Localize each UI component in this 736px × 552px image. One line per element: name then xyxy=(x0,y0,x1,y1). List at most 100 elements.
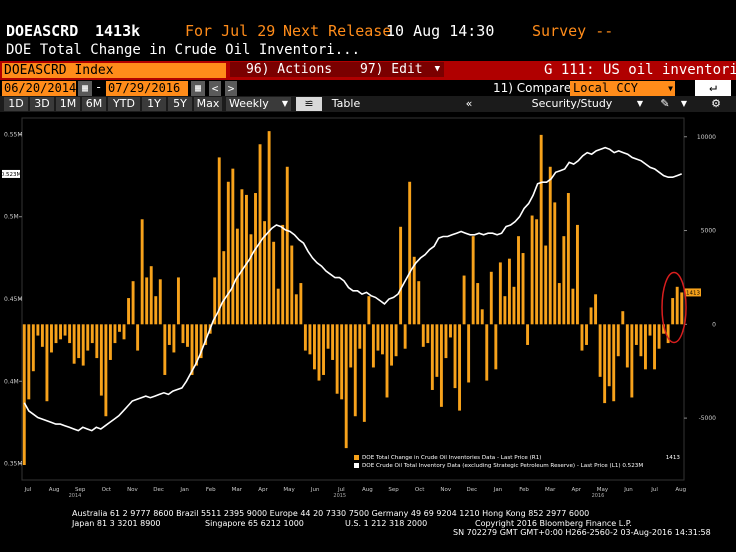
bar xyxy=(585,324,588,345)
settings-gear-icon[interactable]: ⚙ xyxy=(706,97,726,111)
bar xyxy=(630,324,634,398)
end-date-field[interactable]: 07/29/2016 xyxy=(106,81,188,96)
for-date-label: For Jul 29 xyxy=(185,22,276,40)
end-calendar-icon[interactable]: ▦ xyxy=(191,81,205,96)
bar xyxy=(653,324,656,370)
bar xyxy=(539,134,543,325)
date-separator: - xyxy=(95,80,103,94)
period-button-6m[interactable]: 6M xyxy=(82,97,106,111)
x-tick-label: Jan xyxy=(179,487,189,493)
bar xyxy=(113,324,117,344)
bar xyxy=(263,221,267,325)
bar xyxy=(467,324,471,383)
bar xyxy=(381,324,384,355)
edit-label: 97) Edit xyxy=(360,62,423,77)
bar xyxy=(603,324,607,404)
security-field-text: DOEASCRD Index xyxy=(4,63,114,78)
compare-select[interactable]: Local CCY ▼ xyxy=(570,81,675,96)
left-tick-label: 0.35M xyxy=(4,461,23,468)
x-tick-label: Nov xyxy=(127,487,138,493)
options-dropdown-icon[interactable]: ▼ xyxy=(678,97,690,111)
bar xyxy=(480,309,484,325)
period-button-1d[interactable]: 1D xyxy=(4,97,28,111)
bar xyxy=(108,324,112,360)
plot-area xyxy=(21,117,685,481)
study-dropdown-icon[interactable]: ▼ xyxy=(634,97,646,111)
bar xyxy=(662,324,666,334)
bar xyxy=(258,144,262,325)
table-view-button[interactable]: Table xyxy=(326,97,366,111)
year-label: 2016 xyxy=(592,493,605,499)
x-tick-label: Mar xyxy=(545,487,556,493)
bar xyxy=(59,324,62,340)
legend-swatch xyxy=(354,455,359,460)
bar xyxy=(498,262,502,325)
bar xyxy=(222,251,226,325)
edit-menu[interactable]: 97) Edit ▼ xyxy=(334,62,444,77)
period-button-1m[interactable]: 1M xyxy=(56,97,80,111)
bar xyxy=(507,258,511,325)
bar xyxy=(294,294,298,325)
annotate-icon[interactable]: ✎ xyxy=(656,97,674,111)
bar xyxy=(272,241,276,325)
start-date-field[interactable]: 06/20/2014 xyxy=(2,81,77,96)
bar xyxy=(358,324,362,349)
bar xyxy=(31,324,35,372)
bar xyxy=(648,324,652,336)
bar xyxy=(353,324,357,417)
bar xyxy=(367,296,371,325)
bar xyxy=(444,324,448,359)
inventory-line xyxy=(23,146,682,432)
bar xyxy=(118,324,121,332)
bar xyxy=(140,219,144,325)
bar xyxy=(621,311,625,325)
bar xyxy=(453,324,457,389)
bar xyxy=(535,219,539,325)
frequency-select[interactable]: Weekly ▼ xyxy=(226,97,291,111)
period-button-max[interactable]: Max xyxy=(194,97,222,111)
bar xyxy=(249,234,253,325)
security-study-button[interactable]: Security/Study xyxy=(514,97,630,111)
period-button-5y[interactable]: 5Y xyxy=(168,97,192,111)
bar xyxy=(607,324,611,387)
bar xyxy=(186,324,189,347)
bar xyxy=(281,224,285,325)
bar xyxy=(50,324,53,353)
bar xyxy=(308,324,312,355)
footer-japan: Japan 81 3 3201 8900 xyxy=(72,519,161,528)
bar xyxy=(625,324,629,368)
actions-menu[interactable]: 96) Actions ▼ xyxy=(230,62,346,77)
back-arrow-button[interactable]: ↵ xyxy=(695,80,731,96)
bar xyxy=(403,324,407,349)
period-button-3d[interactable]: 3D xyxy=(30,97,54,111)
chart-view-button[interactable]: ≌ xyxy=(296,97,322,111)
bar xyxy=(226,181,230,325)
period-button-1y[interactable]: 1Y xyxy=(142,97,166,111)
bar xyxy=(571,288,575,325)
bar xyxy=(176,277,180,325)
calendar-icon[interactable]: ▦ xyxy=(78,81,92,96)
bar xyxy=(616,324,620,357)
x-tick-label: Sep xyxy=(388,487,399,493)
bar xyxy=(267,131,271,325)
prev-period-button[interactable]: < xyxy=(209,81,221,96)
bar xyxy=(181,324,185,344)
series-description: DOE Total Change in Crude Oil Inventori.… xyxy=(6,42,361,58)
footer-sn: SN 702279 GMT GMT+0:00 H266-2560-2 03-Au… xyxy=(453,528,711,537)
bar xyxy=(421,324,425,347)
right-tick-label: 5000 xyxy=(701,228,716,235)
bar xyxy=(285,166,289,325)
bar xyxy=(594,294,598,325)
security-field[interactable]: DOEASCRD Index xyxy=(2,63,226,78)
collapse-left-button[interactable]: « xyxy=(456,97,482,111)
period-button-ytd[interactable]: YTD xyxy=(108,97,140,111)
bar xyxy=(340,324,344,400)
bar xyxy=(598,324,602,377)
x-tick-label: Aug xyxy=(675,487,686,493)
bar xyxy=(634,324,638,345)
next-period-button[interactable]: > xyxy=(225,81,237,96)
bar xyxy=(303,324,307,351)
bar xyxy=(544,245,548,325)
bar xyxy=(36,324,40,336)
bar xyxy=(530,215,534,325)
